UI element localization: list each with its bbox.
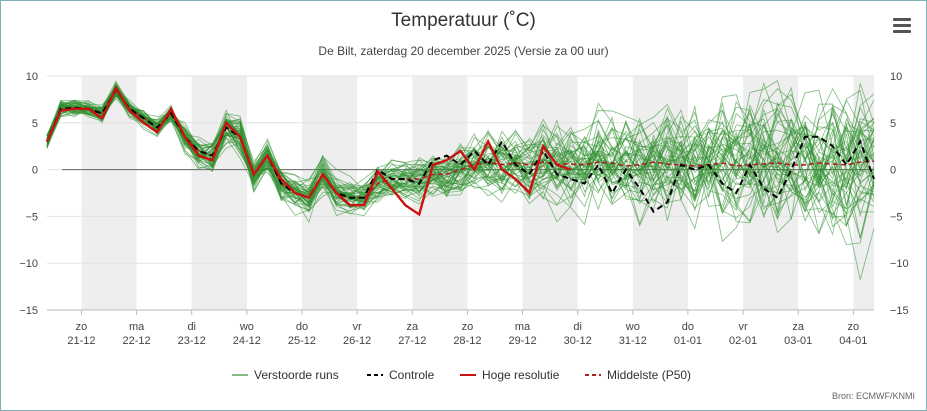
x-tick-date: 27-12 [398, 335, 426, 347]
menu-bar [893, 18, 911, 21]
x-tick-dow: do [682, 321, 694, 333]
main-series [45, 85, 875, 217]
perturbed-run-line [46, 92, 875, 222]
perturbed-run-line [46, 84, 875, 217]
x-tick-dow: zo [848, 321, 860, 333]
y-tick-label: −10 [890, 258, 909, 270]
x-tick-dow: vr [738, 321, 748, 333]
x-tick-date: 28-12 [453, 335, 481, 347]
perturbed-run-line [46, 93, 875, 227]
x-tick-date: 24-12 [233, 335, 261, 347]
x-tick-dow: ma [129, 321, 145, 333]
x-tick-date: 31-12 [619, 335, 647, 347]
menu-bar [893, 30, 911, 33]
x-tick-date: 01-01 [674, 335, 702, 347]
perturbed-run-line [46, 79, 875, 204]
source-credit[interactable]: Bron: ECMWF/KNMI [831, 391, 915, 401]
chart-subtitle: De Bilt, zaterdag 20 december 2025 (Vers… [318, 44, 609, 58]
legend-item-median[interactable]: Middelste (P50) [607, 368, 691, 382]
x-tick-date: 29-12 [508, 335, 536, 347]
perturbed-run-line [46, 83, 875, 217]
y-tick-label: −15 [890, 305, 909, 317]
y-tick-label: −15 [19, 305, 38, 317]
chart-title: Temperatuur (˚C) [391, 10, 536, 31]
x-tick-dow: zo [462, 321, 474, 333]
y-axis-left: 10 5 0 −5 −10 −15 [19, 71, 38, 317]
y-tick-label: 5 [32, 118, 38, 130]
x-tick-dow: za [406, 321, 419, 333]
y-axis-right: 10 5 0 −5 −10 −15 [890, 71, 909, 317]
day-band [191, 76, 247, 310]
legend-item-perturbed[interactable]: Verstoorde runs [254, 368, 339, 382]
x-tick-dow: vr [353, 321, 363, 333]
x-tick-date: 02-01 [729, 335, 757, 347]
y-tick-label: 10 [890, 71, 902, 83]
x-tick-dow: wo [239, 321, 254, 333]
y-tick-label: −5 [25, 211, 38, 223]
day-band [412, 76, 468, 310]
hires-line [45, 85, 572, 217]
y-tick-label: 0 [32, 165, 38, 177]
weekend-bands [81, 76, 874, 310]
legend: Verstoorde runs Controle Hoge resolutie Mid… [232, 368, 691, 382]
x-tick-dow: di [187, 321, 196, 333]
legend-item-hires[interactable]: Hoge resolutie [482, 368, 560, 382]
y-tick-label: −10 [19, 258, 38, 270]
y-tick-label: −5 [890, 211, 903, 223]
control-line [46, 88, 875, 214]
x-tick-date: 23-12 [178, 335, 206, 347]
x-tick-date: 22-12 [123, 335, 151, 347]
x-tick-dow: wo [625, 321, 640, 333]
perturbed-run-line [46, 84, 875, 207]
hamburger-menu-icon[interactable] [893, 18, 911, 34]
x-axis: zo 21-12 ma 22-12 di 23-12 wo 24-12 do 25-12 vr 26-… [67, 310, 867, 347]
perturbed-run-line [46, 95, 875, 227]
x-tick-date: 30-12 [564, 335, 592, 347]
x-tick-date: 26-12 [343, 335, 371, 347]
y-tick-label: 5 [890, 118, 896, 130]
x-tick-dow: zo [76, 321, 88, 333]
x-tick-date: 04-01 [839, 335, 867, 347]
x-tick-dow: ma [515, 321, 531, 333]
x-tick-date: 21-12 [67, 335, 95, 347]
y-tick-label: 10 [26, 71, 38, 83]
x-tick-dow: do [296, 321, 308, 333]
menu-bar [893, 24, 911, 27]
x-tick-dow: za [792, 321, 805, 333]
y-tick-label: 0 [890, 165, 896, 177]
perturbed-run-line [46, 94, 875, 207]
legend-item-control[interactable]: Controle [389, 368, 435, 382]
x-tick-date: 03-01 [784, 335, 812, 347]
x-tick-date: 25-12 [288, 335, 316, 347]
x-tick-dow: di [573, 321, 582, 333]
